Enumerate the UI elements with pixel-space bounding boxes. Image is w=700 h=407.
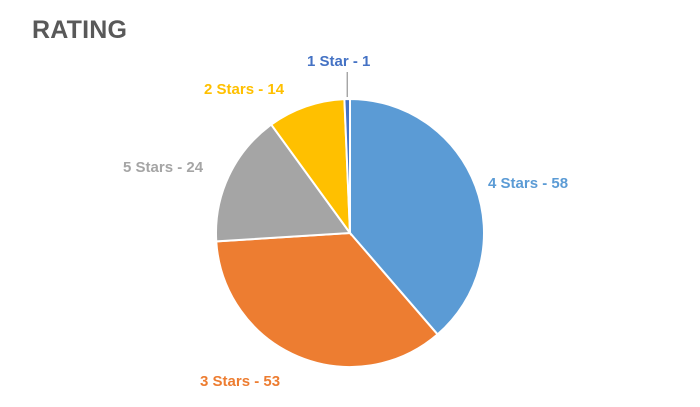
pie-slice-3-stars (215, 231, 439, 368)
slice-labels: 4 Stars - 58 3 Stars - 53 5 Stars - 24 2 St… (123, 53, 568, 390)
slice-label-4-stars: 4 Stars - 58 (488, 175, 568, 192)
pie-slices (215, 97, 485, 368)
slice-label-3-stars: 3 Stars - 53 (200, 373, 280, 390)
pie-slice-1-star (343, 97, 351, 234)
pie-slice-5-stars (215, 123, 352, 243)
pie-slice-2-stars (269, 98, 352, 237)
slice-label-1-star: 1 Star - 1 (307, 53, 370, 70)
slice-label-5-stars: 5 Stars - 24 (123, 159, 204, 176)
pie-slice-4-stars (349, 97, 485, 336)
slice-label-2-stars: 2 Stars - 14 (204, 81, 285, 98)
chart-title: RATING (32, 16, 128, 44)
